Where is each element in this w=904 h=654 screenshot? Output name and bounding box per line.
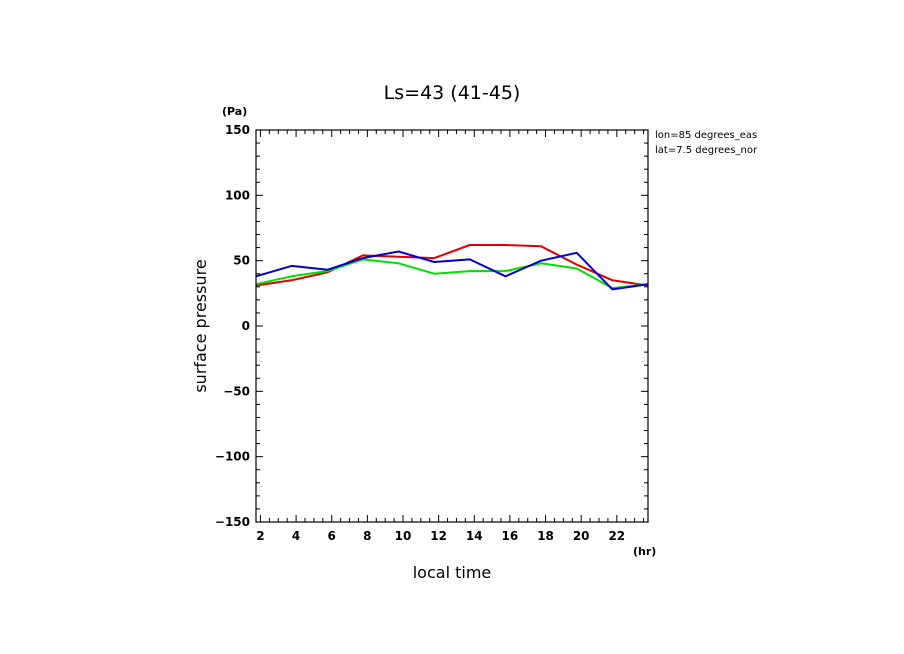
x-tick-label: 22 [608,529,625,543]
series-line-3 [255,250,649,291]
x-tick-label: 6 [328,529,336,543]
y-axis-label: surface pressure [191,259,210,392]
plot-lines [255,244,649,291]
series-line-2 [255,258,649,290]
annotation-lat: lat=7.5 degrees_nor [655,145,758,156]
y-tick-label: 50 [233,254,250,268]
y-tick-label: 150 [225,123,250,137]
x-tick-label: 10 [395,529,412,543]
x-axis-label: local time [413,563,492,582]
x-tick-label: 14 [466,529,483,543]
axis-ticks [256,129,648,523]
tick-labels: −150 −100 −50 0 50 100 150 2 4 6 8 10 12 14 16 18 20 22 [215,123,625,543]
x-tick-label: 4 [292,529,300,543]
x-unit-label: (hr) [633,545,656,558]
y-unit-label: (Pa) [222,105,247,118]
x-tick-label: 18 [537,529,554,543]
x-tick-label: 8 [363,529,371,543]
x-tick-label: 12 [430,529,447,543]
plot-frame [255,129,649,523]
annotation-lon: lon=85 degrees_eas [655,130,757,141]
y-tick-label: −100 [215,450,250,464]
y-tick-label: −150 [215,515,250,529]
chart-title: Ls=43 (41-45) [384,82,521,104]
x-tick-label: 2 [256,529,264,543]
x-tick-label: 16 [502,529,519,543]
x-tick-label: 20 [573,529,590,543]
series-line-1 [255,244,649,287]
y-tick-label: 100 [225,188,250,202]
y-tick-label: −50 [223,384,250,398]
y-tick-label: 0 [242,319,250,333]
